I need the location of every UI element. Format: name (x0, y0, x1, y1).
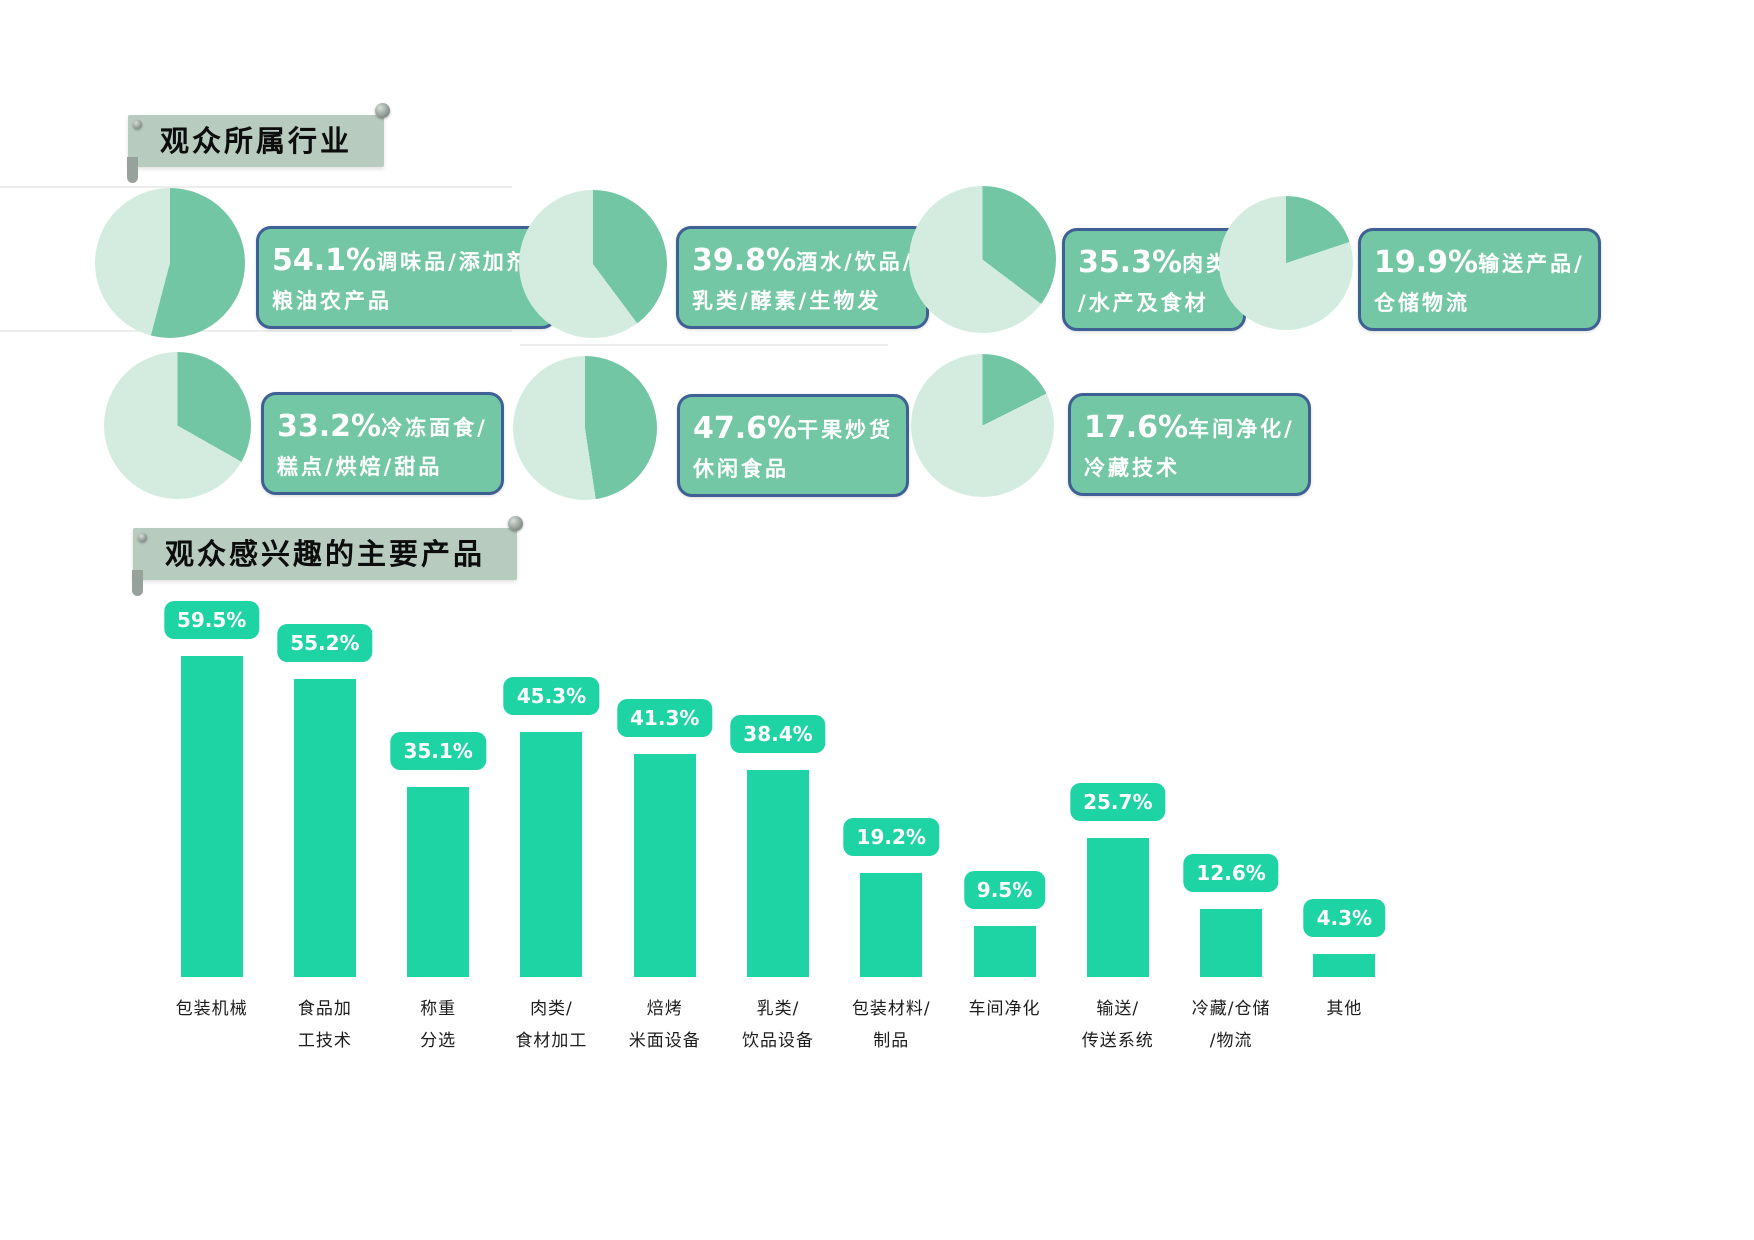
bar (1200, 909, 1263, 977)
bar (1313, 954, 1376, 977)
banner-fold (132, 570, 143, 596)
banner-fold (127, 157, 138, 183)
industry-tag: 47.6%干果炒货 休闲食品 (677, 394, 910, 498)
industry-label-line2: 冷藏技术 (1084, 455, 1180, 480)
bar-value-badge: 19.2% (843, 818, 939, 856)
industry-tag: 39.8%酒水/饮品/乳类/酵素/生物发 (676, 226, 930, 330)
section-products-title: 观众感兴趣的主要产品 (165, 537, 486, 571)
bar-value-badge: 41.3% (617, 699, 713, 737)
bar-value-badge: 35.1% (390, 732, 486, 770)
products-bar-chart: 59.5% 包装机械 55.2% 食品加 工技术 35.1% 称重 分选 45.3% 肉类/食材加… (155, 595, 1401, 1065)
industry-tag: 54.1%调味品/添加剂/粮油农产品 (256, 226, 558, 330)
faint-divider (0, 330, 512, 332)
industry-pie-chart (104, 352, 251, 499)
bar-category-label: 食品加 工技术 (297, 999, 352, 1052)
industry-label-line1: 调味品/添加剂/ (376, 250, 542, 274)
bar-column: 55.2% 食品加 工技术 (268, 595, 381, 1065)
bar (407, 787, 470, 977)
bar-column: 45.3% 肉类/食材加工 (495, 595, 608, 1065)
industry-label-line1: 干果炒货 (797, 418, 894, 442)
bar-column: 9.5% 车间净化 (948, 595, 1061, 1065)
industry-pie-chart (95, 188, 245, 338)
industry-pie-chart (911, 354, 1054, 497)
industry-label-line2: 粮油农产品 (272, 288, 392, 313)
bar (973, 926, 1036, 977)
bar-value-badge: 9.5% (963, 871, 1046, 909)
bar-column: 12.6% 冷藏/仓储/物流 (1174, 595, 1287, 1065)
bar (860, 873, 923, 977)
bar-value-badge: 25.7% (1070, 783, 1166, 821)
pin-icon (138, 533, 147, 542)
bar (520, 732, 583, 977)
industry-label-line2: 乳类/酵素/生物发 (692, 288, 882, 313)
bar-column: 38.4% 乳类/饮品设备 (721, 595, 834, 1065)
industry-tag: 17.6%车间净化/冷藏技术 (1068, 393, 1311, 497)
industry-tag: 33.2%冷冻面食/糕点/烘焙/甜品 (261, 392, 504, 496)
industry-label-line1: 冷冻面食/ (381, 416, 488, 440)
industry-label-line1: 酒水/饮品/ (796, 250, 914, 274)
bar (633, 754, 696, 977)
bar-category-label: 其他 (1326, 999, 1363, 1019)
pin-icon (133, 120, 142, 129)
pin-icon (375, 103, 391, 118)
industry-pct: 47.6% (693, 411, 798, 446)
industry-label-line1: 车间净化/ (1188, 417, 1295, 441)
bar-value-badge: 55.2% (277, 624, 373, 662)
bar-category-label: 肉类/食材加工 (515, 999, 588, 1052)
industry-label-line2: 休闲食品 (693, 456, 789, 481)
bar-column: 41.3% 焙烤 米面设备 (608, 595, 721, 1065)
industry-tag: 35.3%肉类/水产及食材 (1062, 228, 1247, 332)
bar-category-label: 车间净化 (968, 999, 1041, 1019)
bar-value-badge: 59.5% (163, 601, 260, 639)
bar-category-label: 输送/传送系统 (1081, 999, 1154, 1052)
bar-category-label: 焙烤 米面设备 (628, 999, 701, 1052)
bar-category-label: 称重 分选 (420, 999, 457, 1052)
bar-column: 19.2% 包装材料/制品 (835, 595, 948, 1065)
bar-column: 25.7% 输送/传送系统 (1061, 595, 1174, 1065)
bar (1086, 838, 1149, 977)
bar-value-badge: 38.4% (730, 715, 826, 753)
industry-label-line2: 仓储物流 (1374, 290, 1470, 315)
industry-pct: 54.1% (272, 243, 377, 278)
industry-pct: 33.2% (277, 409, 382, 444)
industry-pie-chart (1219, 196, 1353, 330)
section-products-header: 观众感兴趣的主要产品 (132, 516, 524, 596)
industry-pct: 17.6% (1084, 410, 1189, 445)
bar-value-badge: 4.3% (1303, 899, 1386, 937)
pin-icon (508, 516, 524, 531)
section-industries-header: 观众所属行业 (127, 103, 391, 183)
industry-pct: 19.9% (1374, 245, 1479, 280)
industry-pct: 35.3% (1078, 245, 1183, 280)
industry-pie-chart (909, 186, 1056, 333)
bar-column: 4.3% 其他 (1288, 595, 1401, 1065)
bar (293, 679, 356, 977)
bar-value-badge: 12.6% (1183, 854, 1279, 892)
industry-label-line2: 糕点/烘焙/甜品 (277, 454, 443, 479)
bar-column: 59.5% 包装机械 (155, 595, 268, 1065)
industry-pie-chart (513, 356, 657, 500)
faint-divider (0, 186, 512, 188)
bar (180, 656, 243, 977)
industry-label-line2: /水产及食材 (1078, 290, 1209, 315)
bar-category-label: 冷藏/仓储/物流 (1191, 999, 1271, 1052)
bar-column: 35.1% 称重 分选 (382, 595, 495, 1065)
bar-category-label: 包装机械 (175, 999, 248, 1019)
section-industries-title: 观众所属行业 (160, 124, 353, 158)
bar-category-label: 包装材料/制品 (851, 999, 931, 1052)
faint-divider (520, 344, 888, 346)
industry-label-line1: 输送产品/ (1478, 252, 1585, 276)
industry-tag: 19.9%输送产品/仓储物流 (1358, 228, 1601, 332)
industry-pct: 39.8% (692, 243, 797, 278)
industry-pie-chart (519, 190, 667, 338)
bar-category-label: 乳类/饮品设备 (741, 999, 814, 1052)
bar-value-badge: 45.3% (503, 677, 600, 715)
bar (746, 770, 809, 977)
